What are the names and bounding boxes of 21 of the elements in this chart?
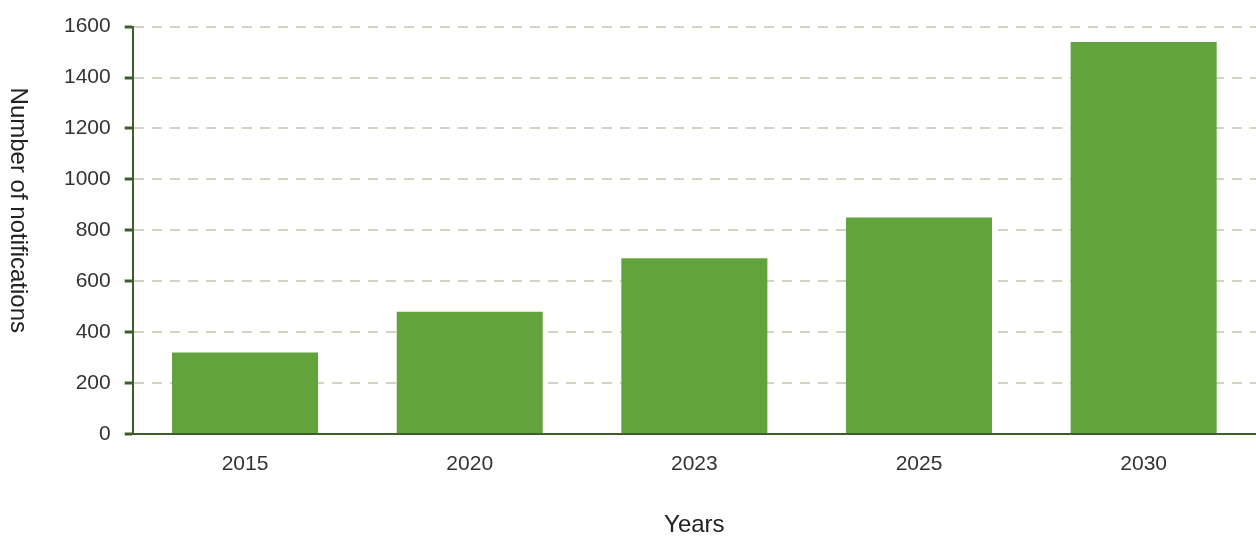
y-tick-label: 200 <box>75 369 111 393</box>
y-tick-label: 400 <box>75 318 111 342</box>
x-axis-title: Years <box>664 510 725 538</box>
x-tick-label: 2015 <box>221 451 269 475</box>
y-tick-label: 1000 <box>64 166 111 190</box>
y-tick-label: 0 <box>99 420 111 444</box>
x-tick-label: 2023 <box>671 451 718 475</box>
y-axis-title: Number of notifications <box>6 87 34 334</box>
bar <box>621 258 768 433</box>
x-tick-label: 2030 <box>1120 451 1168 475</box>
y-tick-label: 1400 <box>64 64 111 88</box>
bar <box>396 311 543 433</box>
y-tick-label: 600 <box>75 268 111 292</box>
bar <box>172 352 319 433</box>
y-tick-label: 1600 <box>64 13 111 37</box>
x-tick-label: 2025 <box>895 451 943 475</box>
x-tick-label: 2020 <box>446 451 494 475</box>
y-tick-label: 1200 <box>64 115 111 139</box>
y-tick-label: 800 <box>75 217 111 241</box>
bar <box>1070 41 1217 433</box>
bar <box>846 217 993 433</box>
